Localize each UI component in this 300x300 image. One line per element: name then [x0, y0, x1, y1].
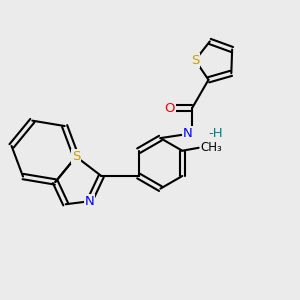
- Text: S: S: [191, 54, 200, 67]
- Text: N: N: [183, 127, 193, 140]
- Text: -H: -H: [208, 127, 223, 140]
- Text: S: S: [72, 150, 80, 163]
- Text: O: O: [165, 102, 175, 115]
- Text: CH₃: CH₃: [200, 141, 222, 154]
- Text: N: N: [85, 195, 94, 208]
